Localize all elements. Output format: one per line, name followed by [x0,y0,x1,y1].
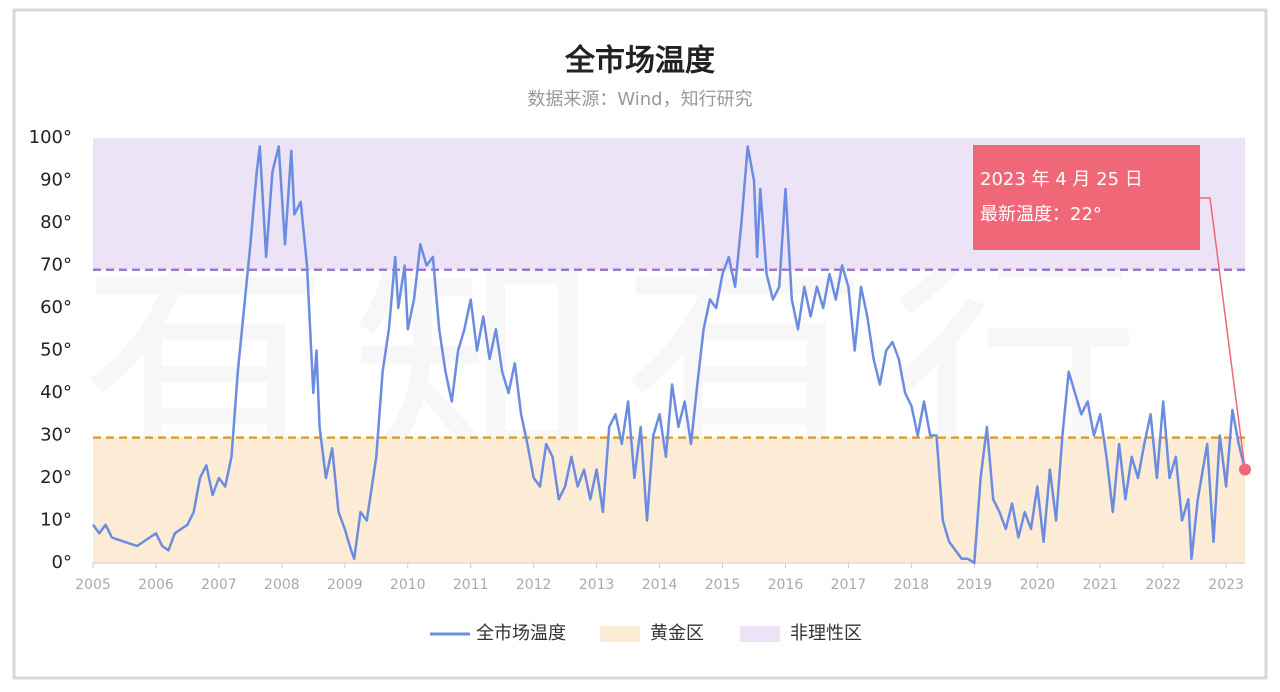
x-tick-label: 2011 [453,577,489,593]
y-tick-label: 100° [29,127,72,148]
chart-title: 全市场温度 [564,44,715,79]
legend-label: 全市场温度 [476,623,566,644]
x-tick-label: 2007 [201,577,237,593]
x-tick-label: 2020 [1019,577,1055,593]
x-tick-label: 2010 [390,577,426,593]
annotation-text: 最新温度：22° [980,204,1102,225]
x-tick-label: 2012 [516,577,552,593]
y-tick-label: 10° [40,510,72,531]
frame [12,8,1268,680]
latest-point [1239,463,1251,476]
x-tick-label: 2015 [705,577,741,593]
x-tick-label: 2013 [579,577,615,593]
x-tick-label: 2006 [138,577,174,593]
legend-swatch [600,626,640,642]
legend-label: 黄金区 [650,623,704,644]
x-tick-label: 2023 [1208,577,1244,593]
legend-swatch [740,626,780,642]
y-tick-label: 30° [40,425,72,446]
legend-label: 非理性区 [790,623,862,644]
x-tick-label: 2009 [327,577,363,593]
annotation-leader [1200,197,1246,470]
x-tick-label: 2021 [1082,577,1118,593]
y-tick-label: 0° [52,552,72,573]
x-tick-label: 2014 [642,577,678,593]
chart-subtitle: 数据来源：Wind，知行研究 [527,89,752,110]
y-tick-label: 60° [40,297,72,318]
y-tick-label: 80° [40,212,72,233]
x-tick-label: 2018 [894,577,930,593]
x-tick-label: 2017 [831,577,867,593]
annotation-box [973,145,1200,250]
y-tick-label: 50° [40,340,72,361]
x-tick-label: 2008 [264,577,300,593]
x-tick-label: 2016 [768,577,804,593]
x-tick-label: 2019 [956,577,992,593]
zone-band [93,437,1245,563]
y-tick-label: 20° [40,467,72,488]
x-tick-label: 2022 [1145,577,1181,593]
x-tick-label: 2005 [75,577,111,593]
temperature-line [91,145,1247,565]
y-tick-label: 70° [40,255,72,276]
annotation-text: 2023 年 4 月 25 日 [980,169,1143,190]
y-tick-label: 40° [40,382,72,403]
y-tick-label: 90° [40,170,72,191]
